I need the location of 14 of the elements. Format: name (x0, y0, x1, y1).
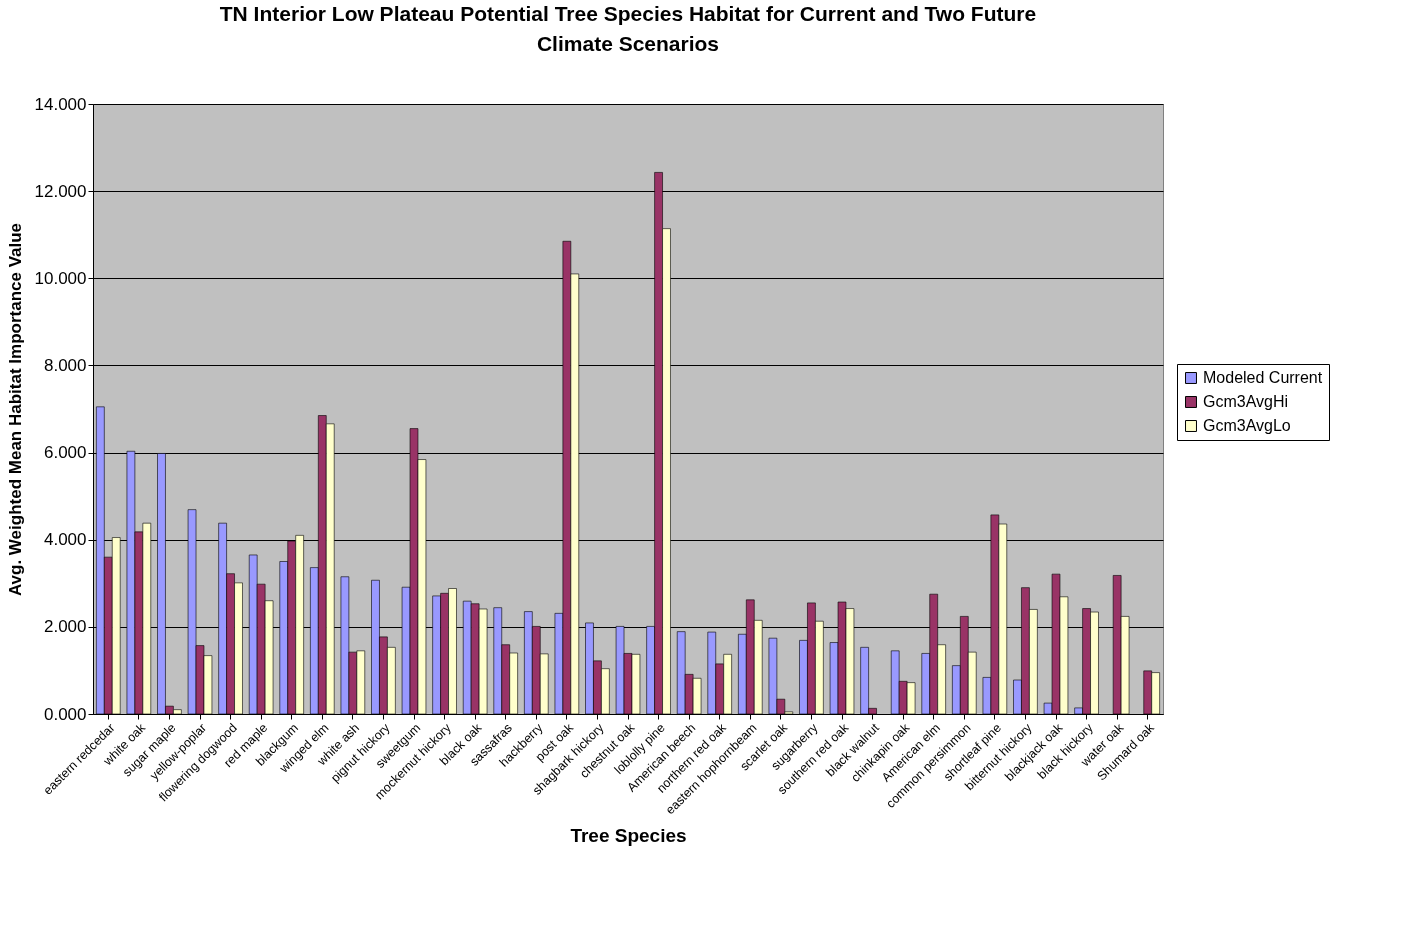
y-tick-label: 14.000 (34, 94, 87, 114)
y-tick-label: 4.000 (43, 530, 87, 550)
legend-label: Gcm3AvgLo (1203, 417, 1291, 434)
legend-label: Modeled Current (1203, 369, 1323, 386)
y-tick-label: 12.000 (34, 181, 87, 201)
y-tick-label: 2.000 (43, 617, 87, 637)
y-tick-label: 6.000 (43, 443, 87, 463)
y-tick-label: 0.000 (43, 704, 87, 724)
legend-label: Gcm3AvgHi (1203, 393, 1289, 410)
y-axis-title: Avg. Weighted Mean Habitat Importance Value (5, 222, 25, 597)
x-axis-title: Tree Species (570, 824, 687, 846)
y-tick-label: 8.000 (43, 355, 87, 375)
y-tick-label: 10.000 (34, 268, 87, 288)
chart-title: TN Interior Low Plateau Potential Tree Species Habitat for Current and Two Future Climate Scenarios (219, 2, 1037, 55)
